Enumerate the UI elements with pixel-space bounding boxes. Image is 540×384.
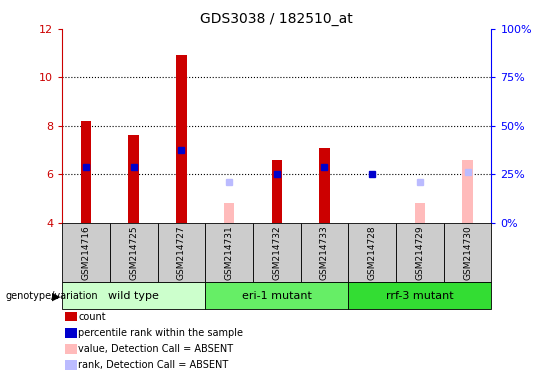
Text: rrf-3 mutant: rrf-3 mutant — [386, 291, 454, 301]
FancyBboxPatch shape — [205, 223, 253, 282]
Text: GSM214716: GSM214716 — [82, 225, 91, 280]
Text: GSM214732: GSM214732 — [272, 225, 281, 280]
Text: GSM214725: GSM214725 — [129, 225, 138, 280]
Text: value, Detection Call = ABSENT: value, Detection Call = ABSENT — [78, 344, 233, 354]
Text: GSM214728: GSM214728 — [368, 225, 377, 280]
Bar — [129, 136, 139, 223]
Bar — [415, 204, 425, 223]
Text: GSM214727: GSM214727 — [177, 225, 186, 280]
FancyBboxPatch shape — [62, 282, 205, 309]
FancyBboxPatch shape — [253, 223, 301, 282]
Text: wild type: wild type — [108, 291, 159, 301]
Text: GSM214731: GSM214731 — [225, 225, 234, 280]
Text: GSM214729: GSM214729 — [415, 225, 424, 280]
Bar — [272, 160, 282, 223]
Bar — [176, 55, 187, 223]
Bar — [224, 204, 234, 223]
Text: percentile rank within the sample: percentile rank within the sample — [78, 328, 244, 338]
Text: genotype/variation: genotype/variation — [5, 291, 98, 301]
FancyBboxPatch shape — [158, 223, 205, 282]
FancyBboxPatch shape — [348, 282, 491, 309]
Text: eri-1 mutant: eri-1 mutant — [242, 291, 312, 301]
Text: GSM214733: GSM214733 — [320, 225, 329, 280]
FancyBboxPatch shape — [444, 223, 491, 282]
Text: rank, Detection Call = ABSENT: rank, Detection Call = ABSENT — [78, 360, 228, 370]
FancyBboxPatch shape — [110, 223, 158, 282]
Text: count: count — [78, 312, 106, 322]
Bar — [80, 121, 91, 223]
Title: GDS3038 / 182510_at: GDS3038 / 182510_at — [200, 12, 353, 26]
FancyBboxPatch shape — [205, 282, 348, 309]
FancyBboxPatch shape — [301, 223, 348, 282]
Text: GSM214730: GSM214730 — [463, 225, 472, 280]
Bar — [462, 160, 473, 223]
FancyBboxPatch shape — [62, 223, 110, 282]
FancyBboxPatch shape — [348, 223, 396, 282]
FancyBboxPatch shape — [396, 223, 444, 282]
Bar — [319, 147, 330, 223]
Text: ▶: ▶ — [52, 291, 60, 301]
